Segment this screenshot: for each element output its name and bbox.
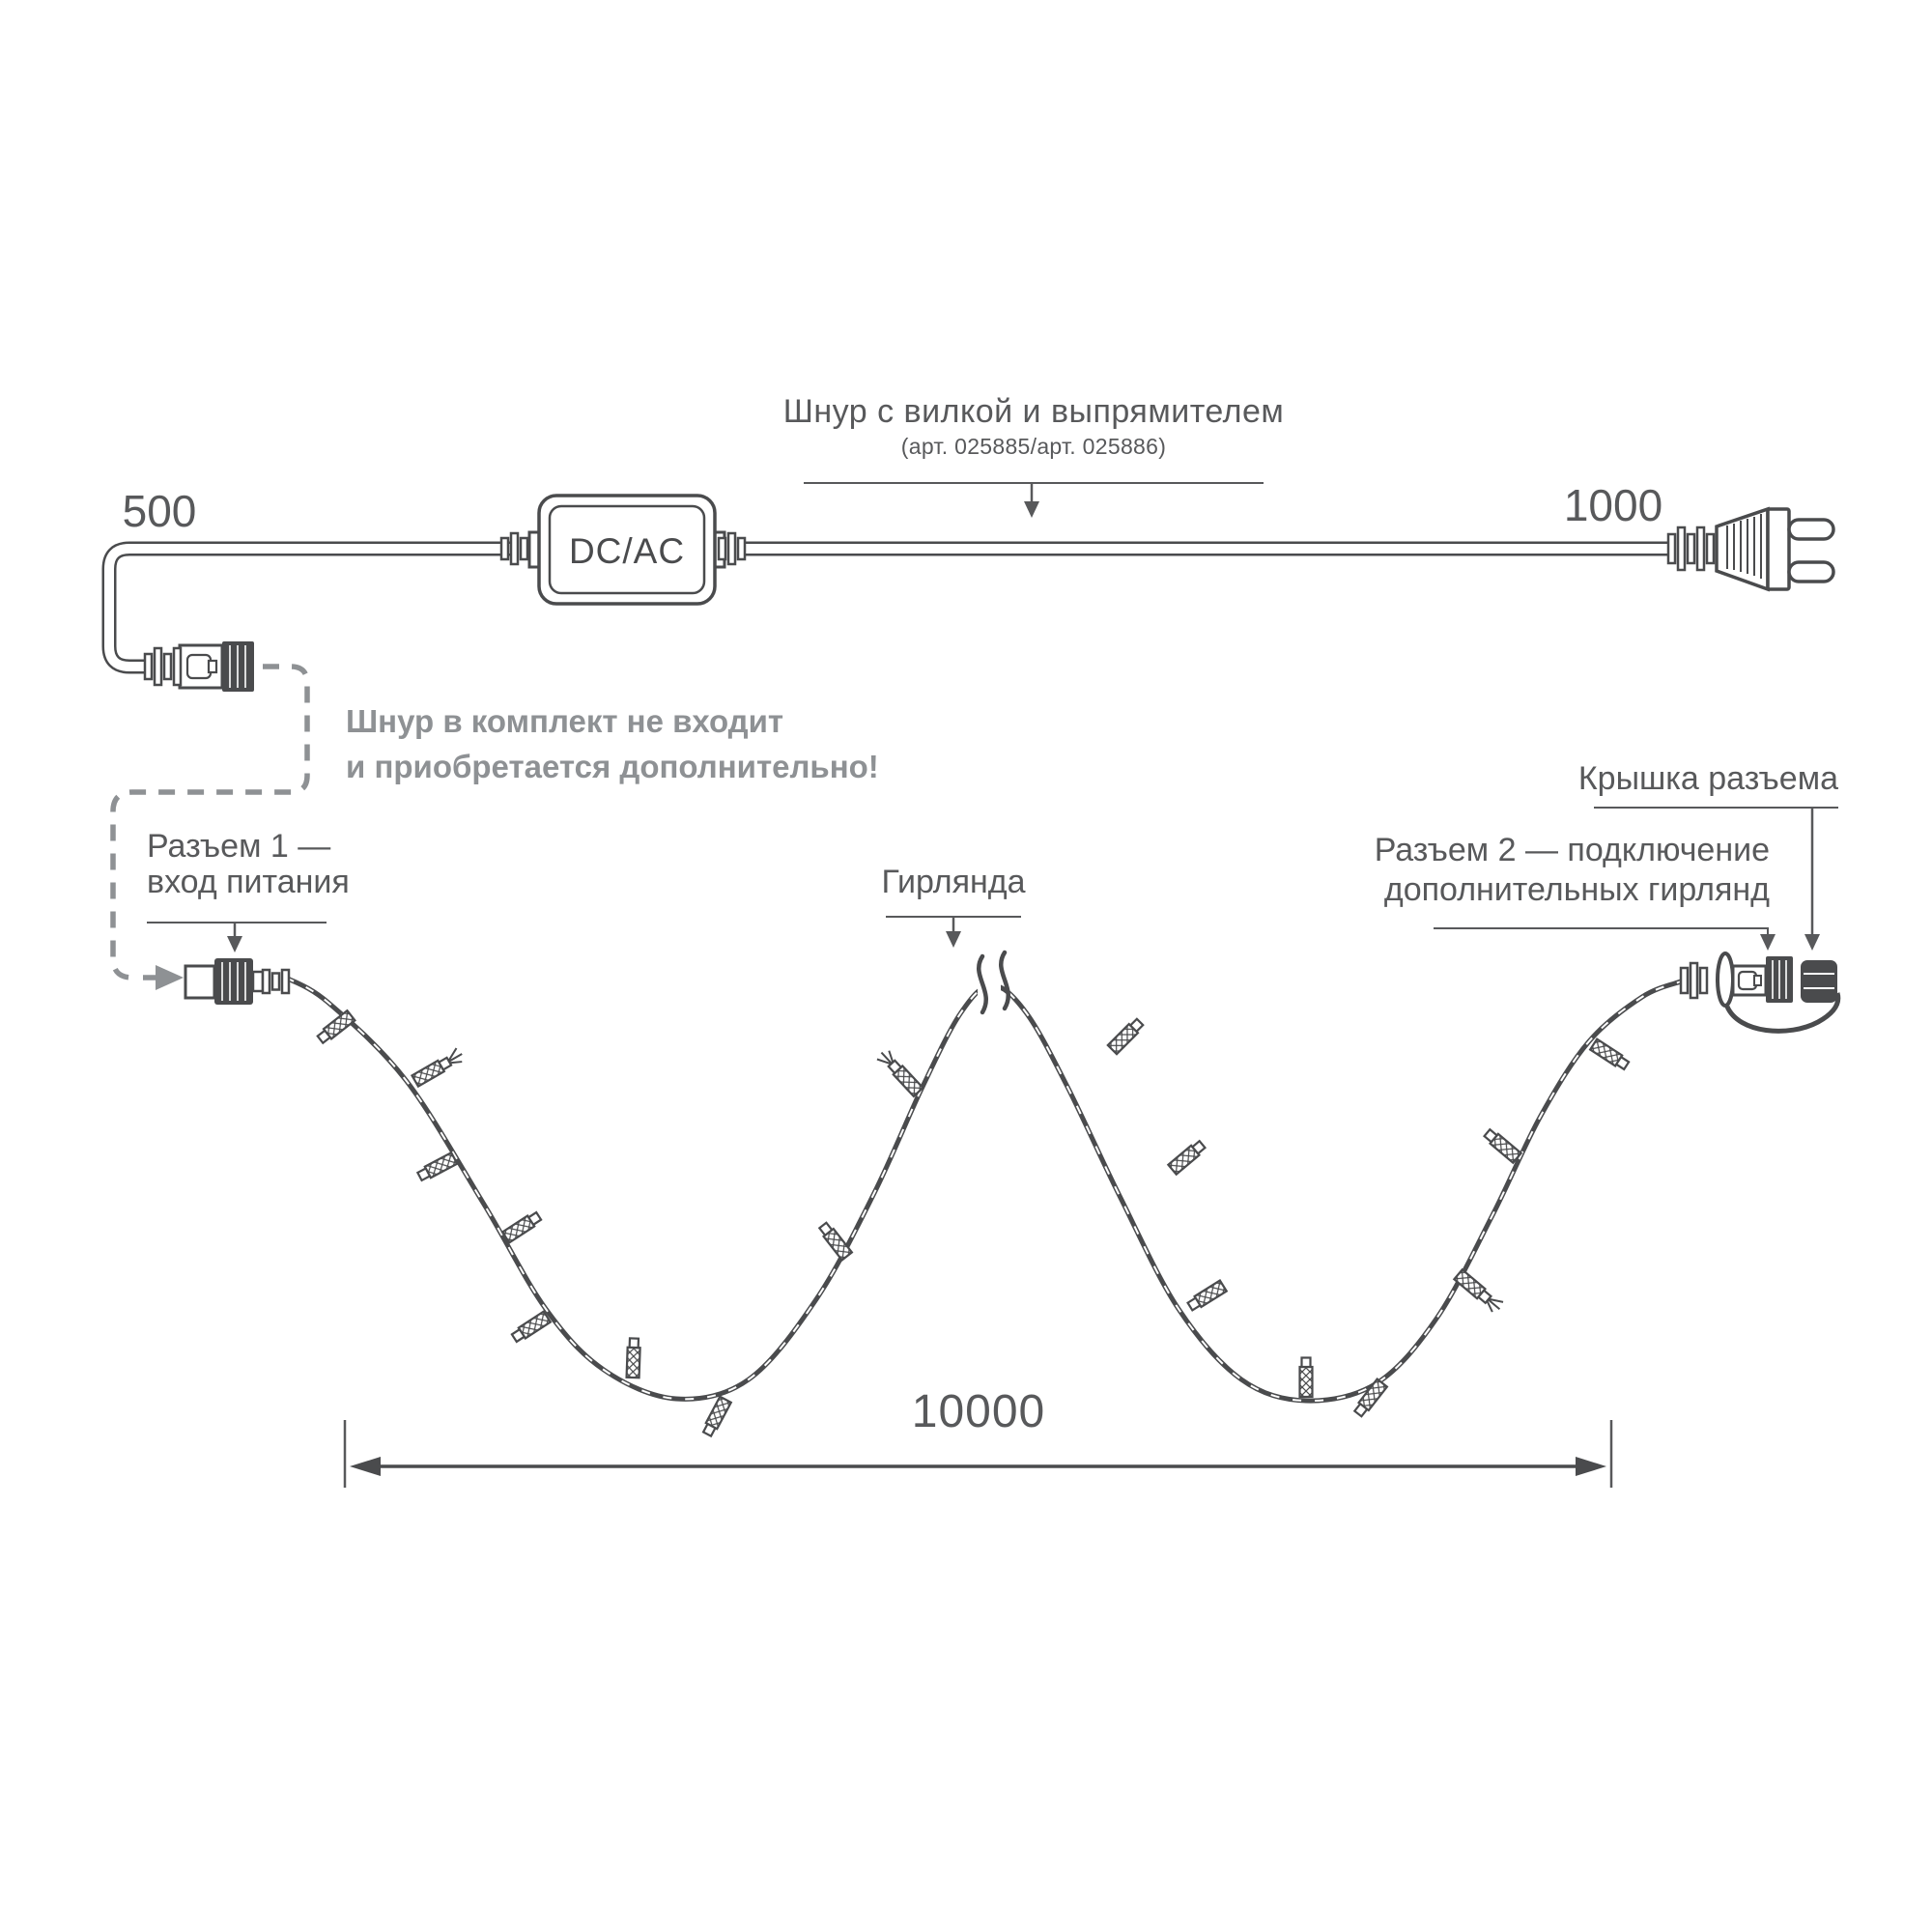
garland-wire (284, 975, 1682, 1438)
garland-connector-2 (1716, 952, 1841, 1034)
garland-label: Гирлянда (881, 864, 1026, 900)
led-bulb (1166, 1139, 1207, 1177)
led-bulb (876, 1050, 924, 1098)
connector1-label-line1: Разъем 1 — (147, 828, 331, 865)
diagram-subtitle: (арт. 025885/арт. 025886) (900, 434, 1167, 459)
down-arrow-icon (1024, 501, 1039, 518)
total-length-label: 10000 (911, 1386, 1046, 1437)
connector-cap-part (1801, 960, 1837, 1003)
led-bulb (510, 1310, 553, 1344)
down-arrow-icon (227, 936, 242, 952)
dc-ac-label: DC/AC (568, 531, 686, 571)
ribbed-strain-relief (717, 531, 747, 566)
ribbed-strain-relief (261, 968, 291, 995)
wire-whiskers-icon (1486, 1297, 1504, 1313)
cord-length-500-label: 500 (122, 486, 197, 536)
connector2-label-line2: дополнительных гирлянд (1383, 871, 1770, 909)
led-bulb (500, 1210, 543, 1244)
note-line-1: Шнур в комплект не входит (346, 703, 784, 739)
callout-lines (147, 482, 1838, 952)
wire-break-symbol (977, 950, 1010, 1018)
connector1-label: Разъем 1 — вход питания (147, 828, 466, 901)
down-arrow-icon (1760, 934, 1776, 951)
left-arrow-icon (350, 1457, 381, 1476)
led-bulb (1106, 1017, 1145, 1056)
wire-whiskers-icon (447, 1047, 463, 1065)
ribbed-strain-relief (1666, 526, 1716, 572)
twisted-wire-highlight (285, 977, 1682, 1403)
not-included-note: Шнур в комплект не входит и приобретаетс… (346, 699, 945, 790)
ribbed-strain-relief (143, 646, 183, 687)
garland-connector-1 (184, 958, 265, 1005)
connector2-label: Разъем 2 — подключение дополнительных ги… (1372, 831, 1770, 911)
led-bulb (1483, 1127, 1523, 1165)
diagram-title: Шнур с вилкой и выпрямителем (782, 393, 1285, 430)
led-bulb (410, 1047, 463, 1089)
ribbed-strain-relief (499, 531, 529, 566)
connector-cap-label: Крышка разъема (1577, 760, 1838, 797)
dimension-line (343, 1420, 1613, 1488)
ribbed-strain-relief (1679, 961, 1709, 1000)
connector1-label-line2: вход питания (147, 864, 350, 901)
led-bulb (1298, 1356, 1314, 1399)
connector2-label-line1: Разъем 2 — подключение (1374, 832, 1770, 868)
led-bulb (1452, 1267, 1504, 1313)
down-arrow-icon (1804, 934, 1820, 951)
euro-plug (1715, 506, 1835, 592)
cord-length-1000-label: 1000 (1563, 480, 1663, 530)
led-bulb (817, 1221, 854, 1262)
power-cord-drawing (101, 541, 1672, 674)
led-bulb (415, 1151, 459, 1182)
led-bulb (701, 1395, 733, 1438)
led-bulb (316, 1009, 356, 1045)
led-bulb (625, 1337, 641, 1379)
note-line-2: и приобретается дополнительно! (346, 748, 879, 784)
gray-arrow-icon (156, 965, 184, 990)
dc-cable-connector (178, 641, 254, 692)
wire-whiskers-icon (876, 1050, 895, 1065)
twisted-wire (284, 975, 1682, 1404)
led-bulb (1186, 1279, 1229, 1312)
down-arrow-icon (946, 931, 961, 948)
right-arrow-icon (1576, 1457, 1606, 1476)
not-included-dashed-path (110, 664, 310, 990)
led-bulb (1352, 1378, 1389, 1418)
led-bulb (1588, 1037, 1631, 1071)
